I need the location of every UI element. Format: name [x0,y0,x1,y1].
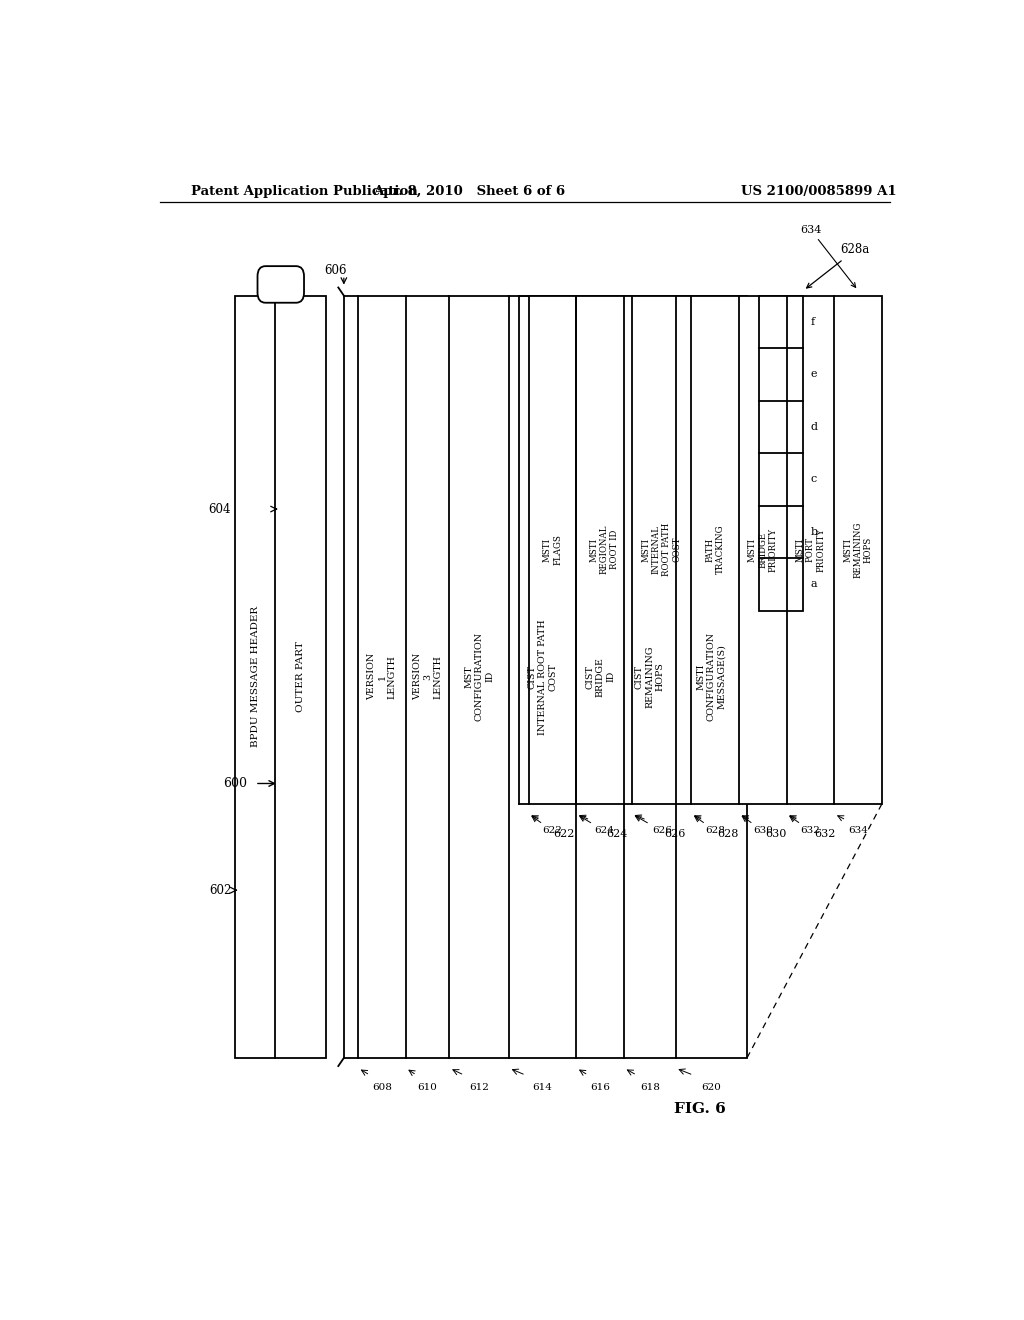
Text: FIG. 6: FIG. 6 [674,1102,725,1115]
Text: Apr. 8, 2010   Sheet 6 of 6: Apr. 8, 2010 Sheet 6 of 6 [373,185,565,198]
Text: 612: 612 [469,1084,489,1093]
Text: 600: 600 [223,777,247,789]
Text: 634: 634 [848,826,868,836]
Text: c: c [811,474,817,484]
Bar [358,296,748,1057]
Text: MSTI
BRIDGE
PRIORITY: MSTI BRIDGE PRIORITY [748,528,778,572]
Text: MSTI
REMAINING
HOPS: MSTI REMAINING HOPS [843,521,873,578]
Text: VERSION
1
LENGTH: VERSION 1 LENGTH [367,653,397,701]
Text: OUTER PART: OUTER PART [296,642,305,713]
Text: PATH
TRACKING: PATH TRACKING [706,525,725,574]
Text: 618: 618 [640,1084,659,1093]
Text: 614: 614 [532,1084,553,1093]
Bar [759,296,803,611]
Text: US 2100/0085899 A1: US 2100/0085899 A1 [740,185,896,198]
Bar [528,296,882,804]
Text: MSTI
REGIONAL
ROOT ID: MSTI REGIONAL ROOT ID [589,525,620,574]
Text: e: e [811,370,817,379]
Text: MSTI
PORT
PRIORITY: MSTI PORT PRIORITY [796,528,825,572]
Text: Patent Application Publication: Patent Application Publication [191,185,418,198]
Text: 624: 624 [594,826,614,836]
Text: 626: 626 [651,826,672,836]
Text: 632: 632 [814,829,836,840]
Text: MSTI
CONFIGURATION
MESSAGE(S): MSTI CONFIGURATION MESSAGE(S) [696,632,726,721]
Text: 624: 624 [606,829,628,840]
Text: CIST
INTERNAL ROOT PATH
COST: CIST INTERNAL ROOT PATH COST [527,619,557,734]
Text: 606: 606 [325,264,347,277]
Text: 610: 610 [418,1084,437,1093]
Text: 604: 604 [209,503,231,516]
Text: 628: 628 [718,829,739,840]
Text: b: b [811,527,817,537]
Text: 620: 620 [701,1084,721,1093]
Text: 628: 628 [706,826,725,836]
Text: 630: 630 [753,826,773,836]
Text: CIST
BRIDGE
ID: CIST BRIDGE ID [586,657,615,697]
Text: 626: 626 [665,829,685,840]
Text: 630: 630 [765,829,786,840]
Text: CIST
REMAINING
HOPS: CIST REMAINING HOPS [635,645,665,708]
Text: f: f [811,317,815,327]
Text: 634: 634 [800,224,856,288]
Text: VERSION
3
LENGTH: VERSION 3 LENGTH [413,653,442,701]
Text: 602: 602 [209,883,231,896]
Text: 622: 622 [543,826,562,836]
Text: 632: 632 [801,826,820,836]
Text: 608: 608 [372,1084,392,1093]
Text: MST
CONFIGURATION
ID: MST CONFIGURATION ID [464,632,494,721]
Text: MSTI
INTERNAL
ROOT PATH
COST: MSTI INTERNAL ROOT PATH COST [642,523,682,577]
Text: MSTI
FLAGS: MSTI FLAGS [543,535,562,565]
Text: 622: 622 [553,829,574,840]
FancyBboxPatch shape [257,267,304,302]
Text: 628a: 628a [807,243,870,288]
Text: a: a [811,579,817,590]
Bar [236,296,327,1057]
Text: BPDU MESSAGE HEADER: BPDU MESSAGE HEADER [251,606,260,747]
Text: 616: 616 [590,1084,610,1093]
Text: d: d [811,422,817,432]
